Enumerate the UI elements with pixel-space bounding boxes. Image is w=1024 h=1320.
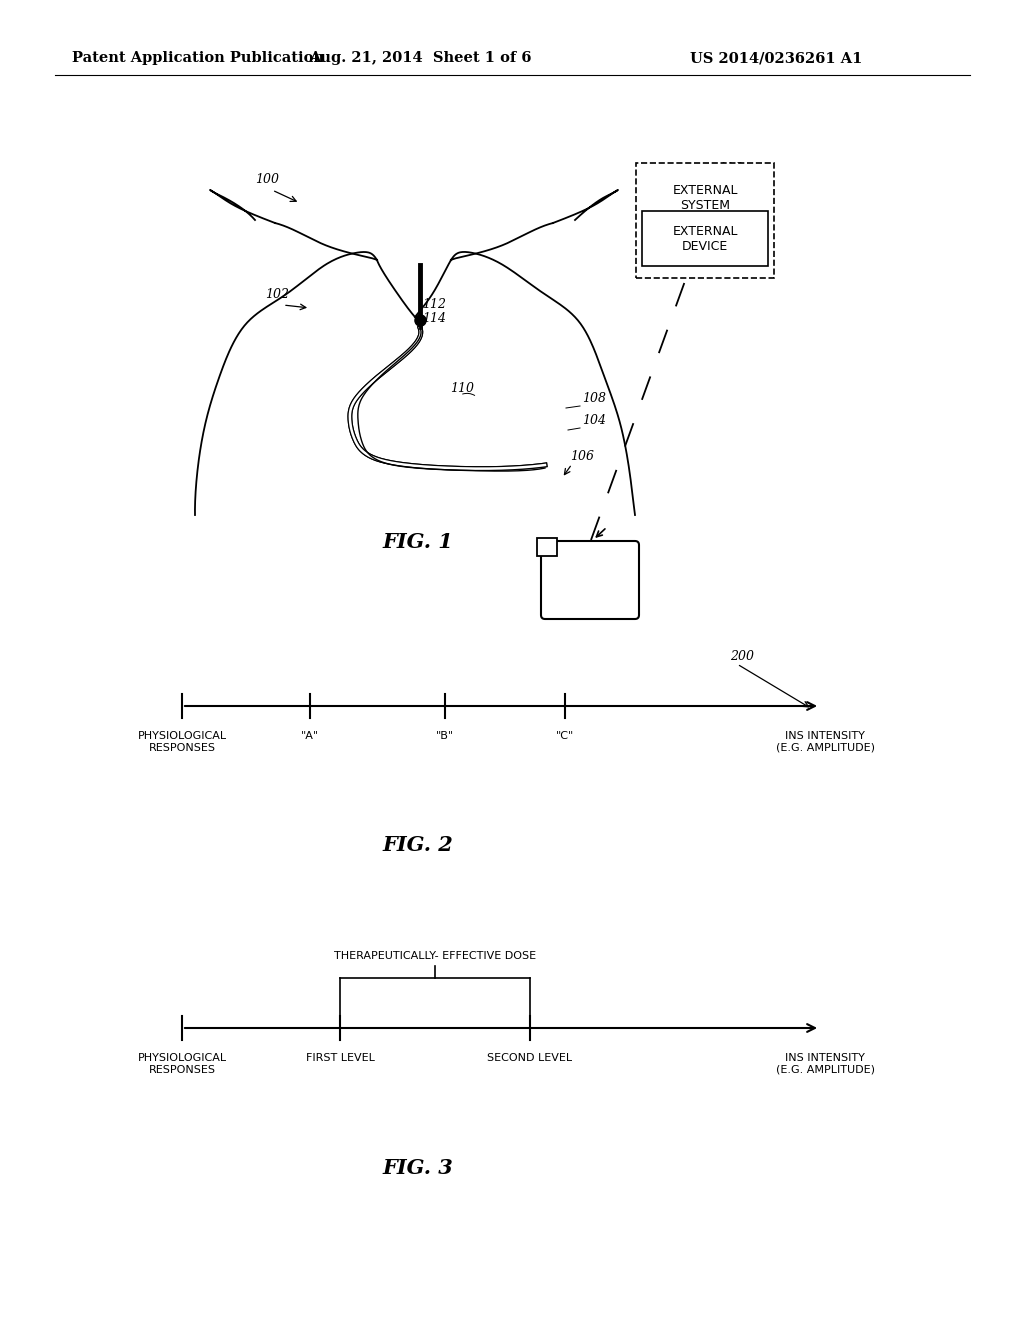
Text: EXTERNAL
SYSTEM: EXTERNAL SYSTEM	[672, 183, 737, 213]
Text: 108: 108	[582, 392, 606, 405]
Text: 100: 100	[255, 173, 279, 186]
Text: US 2014/0236261 A1: US 2014/0236261 A1	[690, 51, 862, 65]
FancyBboxPatch shape	[636, 162, 774, 279]
Text: Patent Application Publication: Patent Application Publication	[72, 51, 324, 65]
Text: 104: 104	[582, 414, 606, 426]
FancyBboxPatch shape	[537, 539, 557, 556]
Text: "A": "A"	[301, 731, 319, 741]
Text: 106: 106	[570, 450, 594, 463]
FancyBboxPatch shape	[541, 541, 639, 619]
Text: "B": "B"	[436, 731, 454, 741]
Text: FIG. 1: FIG. 1	[383, 532, 454, 552]
Text: 114: 114	[422, 312, 446, 325]
Text: 118: 118	[718, 218, 742, 231]
Text: 112: 112	[422, 298, 446, 312]
Text: EXTERNAL
DEVICE: EXTERNAL DEVICE	[672, 224, 737, 253]
FancyBboxPatch shape	[642, 211, 768, 267]
Text: 110: 110	[450, 381, 474, 395]
Text: THERAPEUTICALLY- EFFECTIVE DOSE: THERAPEUTICALLY- EFFECTIVE DOSE	[334, 950, 536, 961]
Text: 102: 102	[265, 288, 289, 301]
Text: FIRST LEVEL: FIRST LEVEL	[305, 1053, 375, 1063]
Text: 200: 200	[730, 649, 754, 663]
Text: PHYSIOLOGICAL
RESPONSES: PHYSIOLOGICAL RESPONSES	[137, 731, 226, 752]
Text: SECOND LEVEL: SECOND LEVEL	[487, 1053, 572, 1063]
Text: FIG. 2: FIG. 2	[383, 836, 454, 855]
Text: FIG. 3: FIG. 3	[383, 1158, 454, 1177]
Text: INS INTENSITY
(E.G. AMPLITUDE): INS INTENSITY (E.G. AMPLITUDE)	[775, 731, 874, 752]
Text: Aug. 21, 2014  Sheet 1 of 6: Aug. 21, 2014 Sheet 1 of 6	[309, 51, 531, 65]
Text: 116: 116	[718, 162, 742, 176]
Text: INS INTENSITY
(E.G. AMPLITUDE): INS INTENSITY (E.G. AMPLITUDE)	[775, 1053, 874, 1074]
Text: PHYSIOLOGICAL
RESPONSES: PHYSIOLOGICAL RESPONSES	[137, 1053, 226, 1074]
Text: "C": "C"	[556, 731, 574, 741]
